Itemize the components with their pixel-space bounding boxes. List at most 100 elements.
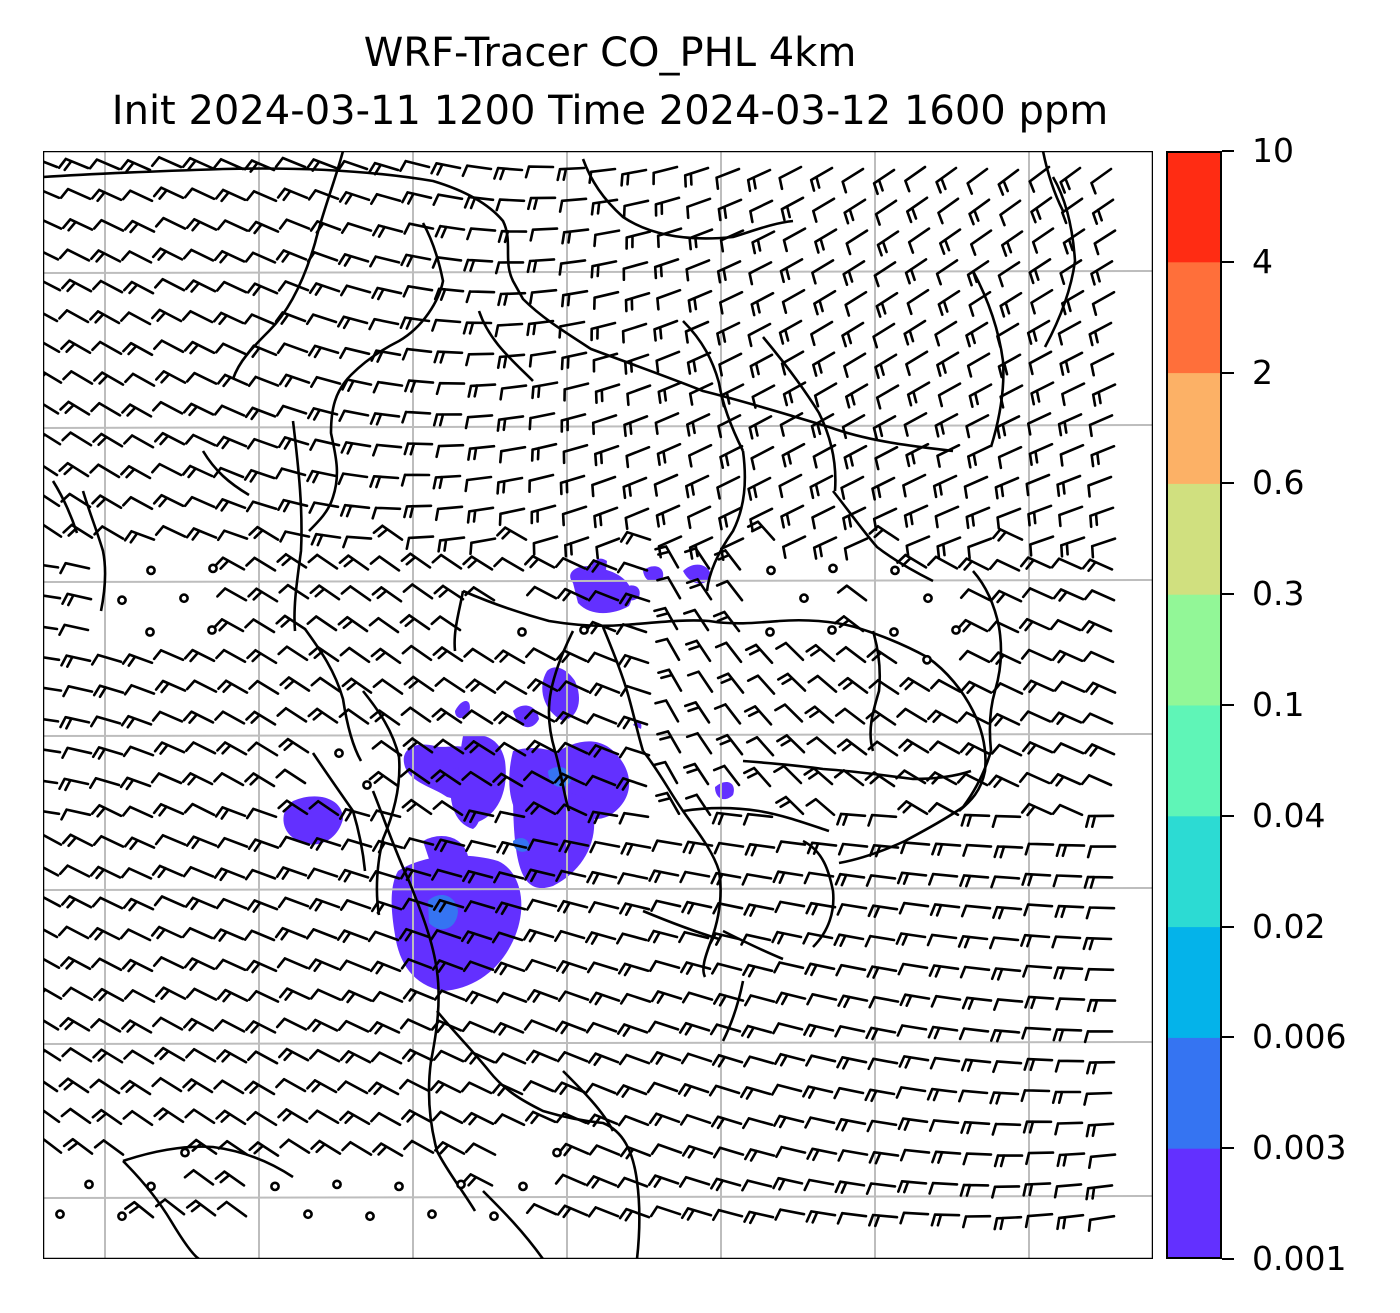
wind-barb xyxy=(275,1077,307,1093)
wind-barb xyxy=(61,592,93,607)
wind-barb xyxy=(528,350,557,368)
wind-barb xyxy=(400,706,432,723)
wind-barb xyxy=(526,319,555,337)
wind-barb xyxy=(1020,933,1051,948)
wind-barb xyxy=(214,806,247,820)
wind-barb xyxy=(90,1018,122,1033)
wind-barb xyxy=(181,310,214,324)
wind-barb xyxy=(525,801,557,816)
wind-barb xyxy=(1049,773,1082,787)
wind-barb xyxy=(772,870,804,884)
calm-marker xyxy=(362,780,372,790)
wind-barb xyxy=(749,353,774,379)
wind-barb xyxy=(277,896,310,909)
wind-barb xyxy=(214,1170,246,1187)
wind-barb xyxy=(499,384,528,401)
wind-barb xyxy=(713,992,745,1007)
wind-barb xyxy=(277,1108,309,1124)
wind-barb xyxy=(185,371,218,385)
wind-barb xyxy=(399,316,431,330)
wind-barb xyxy=(686,351,712,375)
wind-barb xyxy=(865,709,897,726)
wind-barb xyxy=(181,772,214,786)
wind-barb xyxy=(308,1109,340,1125)
wind-barb xyxy=(1028,258,1052,285)
wind-barb xyxy=(1052,1028,1083,1042)
wind-barb xyxy=(587,590,620,602)
wind-barb xyxy=(339,807,371,822)
wind-barb xyxy=(495,198,526,212)
wind-barb xyxy=(214,556,246,571)
wind-barb xyxy=(845,229,869,256)
wind-barb xyxy=(782,381,807,407)
wind-barb xyxy=(433,989,466,1001)
wind-barb xyxy=(1090,444,1116,468)
wind-barb xyxy=(182,248,215,262)
wind-barb xyxy=(962,843,993,857)
wind-barb xyxy=(122,897,155,912)
wind-barb xyxy=(181,464,214,479)
wind-barb xyxy=(588,901,620,914)
wind-barb xyxy=(152,1016,184,1031)
wind-barb xyxy=(1054,904,1085,919)
wind-barb xyxy=(812,351,836,377)
calm-marker xyxy=(208,563,218,574)
wind-barb xyxy=(719,290,744,315)
wind-barb xyxy=(655,637,681,662)
wind-barb xyxy=(907,227,931,254)
wind-barb xyxy=(989,1091,1020,1105)
calm-marker xyxy=(489,1211,499,1222)
wind-barb xyxy=(58,309,90,324)
wind-barb xyxy=(244,406,277,421)
wind-barb xyxy=(750,291,775,317)
wind-barb xyxy=(339,1110,371,1126)
wind-barb xyxy=(494,810,526,824)
wind-barb xyxy=(405,535,435,550)
wind-barb xyxy=(561,289,589,308)
wind-barb xyxy=(1023,903,1054,917)
wind-barb xyxy=(123,836,156,851)
wind-barb xyxy=(868,679,900,695)
wind-barb xyxy=(525,1203,558,1216)
wind-barb xyxy=(245,344,278,358)
wind-barb xyxy=(688,443,713,468)
wind-barb xyxy=(1086,1060,1116,1075)
wind-barb xyxy=(247,1050,279,1065)
wind-barb xyxy=(154,679,187,694)
wind-barb xyxy=(431,318,462,332)
wind-barb xyxy=(687,505,712,530)
wind-barb xyxy=(868,844,900,858)
wind-barb xyxy=(813,382,838,408)
wind-barb xyxy=(1053,966,1084,980)
wind-barb xyxy=(590,260,618,279)
colorbar-tick-label: 0.001 xyxy=(1252,1239,1347,1278)
wind-barb xyxy=(1028,165,1051,193)
wind-barb xyxy=(244,1080,276,1096)
wind-barb xyxy=(399,1078,431,1093)
wind-barb xyxy=(60,1107,92,1125)
wind-barb xyxy=(524,1110,557,1125)
wind-barb xyxy=(522,928,555,943)
wind-barb xyxy=(773,1114,805,1129)
wind-barb xyxy=(625,445,651,469)
wind-barb xyxy=(1057,413,1083,437)
wind-barb xyxy=(747,322,772,348)
wind-barb xyxy=(59,1016,91,1032)
calm-marker xyxy=(828,563,838,574)
wind-barb xyxy=(58,864,91,878)
wind-barb xyxy=(622,476,648,500)
wind-barb xyxy=(1050,557,1083,570)
wind-barb xyxy=(553,1081,586,1095)
wind-barb xyxy=(494,261,525,275)
wind-barb xyxy=(656,227,683,249)
wind-barb xyxy=(403,442,434,456)
wind-barb xyxy=(279,530,311,543)
wind-barb xyxy=(653,606,679,631)
colorbar-tick xyxy=(1222,1147,1234,1150)
wind-barb xyxy=(989,936,1020,950)
wind-barb xyxy=(526,739,558,754)
wind-barb xyxy=(618,592,651,607)
wind-barb xyxy=(654,412,680,435)
wind-barb xyxy=(121,189,154,203)
wind-barb xyxy=(92,684,125,699)
